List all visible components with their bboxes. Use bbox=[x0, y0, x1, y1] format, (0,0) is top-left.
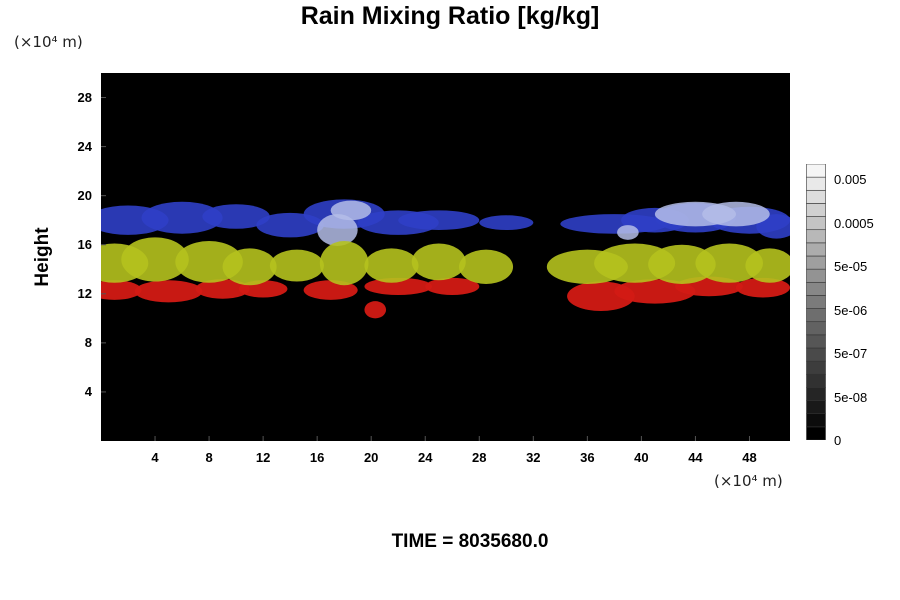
cloud-red-blob bbox=[195, 279, 250, 299]
y-tick-label: 28 bbox=[77, 89, 92, 105]
x-tick-label: 12 bbox=[255, 450, 271, 465]
x-tick-label: 40 bbox=[634, 450, 649, 465]
y-tick-label: 8 bbox=[84, 334, 92, 350]
cloud-red-blob bbox=[614, 279, 696, 304]
cloud-yellow-blob bbox=[269, 249, 324, 282]
cloud-blue-blob bbox=[141, 201, 223, 234]
colorbar-level bbox=[806, 308, 826, 323]
colorbar-label: 5e-07 bbox=[834, 346, 868, 361]
x-tick-label: 48 bbox=[742, 450, 757, 465]
cloud-red-blob bbox=[134, 280, 203, 303]
colorbar-level bbox=[806, 281, 826, 296]
chart-title: Rain Mixing Ratio [kg/kg] bbox=[300, 2, 600, 30]
colorbar-level bbox=[806, 255, 826, 270]
y-axis-label: Height bbox=[32, 227, 53, 287]
y-tick-label: 16 bbox=[77, 236, 92, 252]
colorbar-level bbox=[806, 400, 826, 415]
y-tick-label: 20 bbox=[77, 187, 92, 203]
cloud-blue-blob bbox=[479, 215, 534, 231]
cloud-yellow-blob bbox=[648, 244, 716, 284]
cloud-red-blob bbox=[364, 277, 432, 296]
colorbar-level bbox=[806, 321, 826, 336]
x-axis-unit: (×10⁴ m) bbox=[714, 472, 783, 490]
cloud-red-blob bbox=[364, 301, 387, 319]
x-tick-label: 36 bbox=[580, 450, 595, 465]
x-tick-label: 4 bbox=[151, 450, 159, 465]
cloud-yellow-blob bbox=[411, 243, 466, 281]
colorbar-level bbox=[806, 216, 826, 231]
x-tick-label: 44 bbox=[688, 450, 703, 465]
colorbar-level bbox=[806, 229, 826, 244]
x-tick-label: 32 bbox=[526, 450, 541, 465]
colorbar-label: 0 bbox=[834, 433, 842, 448]
colorbar-level bbox=[806, 334, 826, 349]
cloud-blue-blob bbox=[398, 210, 480, 231]
cloud-yellow-blob bbox=[745, 248, 790, 283]
cloud-light-blob bbox=[702, 201, 770, 227]
cloud-blue-blob bbox=[202, 204, 270, 229]
cloud-yellow-blob bbox=[695, 243, 763, 283]
colorbar-level bbox=[806, 242, 826, 257]
colorbar-level bbox=[806, 295, 826, 309]
cloud-yellow-blob bbox=[121, 237, 189, 282]
time-label: TIME = 8035680.0 bbox=[391, 531, 549, 552]
cloud-yellow-blob bbox=[459, 249, 514, 284]
colorbar-level bbox=[806, 203, 826, 217]
colorbar-level bbox=[806, 413, 826, 428]
colorbar-label: 5e-05 bbox=[834, 259, 868, 274]
cloud-light-blob bbox=[317, 214, 358, 246]
cloud-yellow-blob bbox=[364, 248, 419, 283]
colorbar-level bbox=[806, 373, 826, 388]
colorbar-level bbox=[806, 268, 826, 283]
x-tick-label: 28 bbox=[472, 450, 487, 465]
colorbar-label: 5e-06 bbox=[834, 302, 868, 318]
colorbar-level bbox=[806, 360, 826, 375]
x-tick-label: 20 bbox=[363, 450, 379, 465]
x-tick-label: 16 bbox=[309, 450, 325, 465]
y-tick-label: 24 bbox=[77, 138, 92, 154]
cloud-yellow-blob bbox=[222, 248, 277, 286]
cloud-yellow-blob bbox=[319, 241, 369, 286]
colorbar-label: 0.0005 bbox=[834, 215, 874, 231]
y-axis-unit: (×10⁴ m) bbox=[14, 33, 83, 51]
colorbar-label: 5e-08 bbox=[834, 389, 868, 405]
colorbar-level bbox=[806, 189, 826, 204]
x-tick-label: 24 bbox=[418, 450, 433, 465]
cloud-light-blob bbox=[617, 225, 639, 240]
colorbar-level bbox=[806, 347, 826, 362]
colorbar-level bbox=[806, 387, 826, 401]
colorbar-label: 0.005 bbox=[834, 172, 867, 187]
y-tick-label: 4 bbox=[84, 383, 92, 399]
colorbar-level bbox=[806, 426, 826, 440]
y-tick-label: 12 bbox=[77, 285, 92, 301]
plot-area bbox=[101, 73, 790, 441]
colorbar bbox=[806, 164, 826, 440]
cloud-red-blob bbox=[425, 277, 480, 296]
x-tick-label: 8 bbox=[205, 450, 213, 465]
cloud-red-blob bbox=[101, 280, 142, 300]
cloud-red-blob bbox=[735, 277, 790, 298]
cloud-light-blob bbox=[330, 200, 372, 221]
colorbar-level bbox=[806, 176, 826, 191]
colorbar-level bbox=[806, 164, 826, 178]
